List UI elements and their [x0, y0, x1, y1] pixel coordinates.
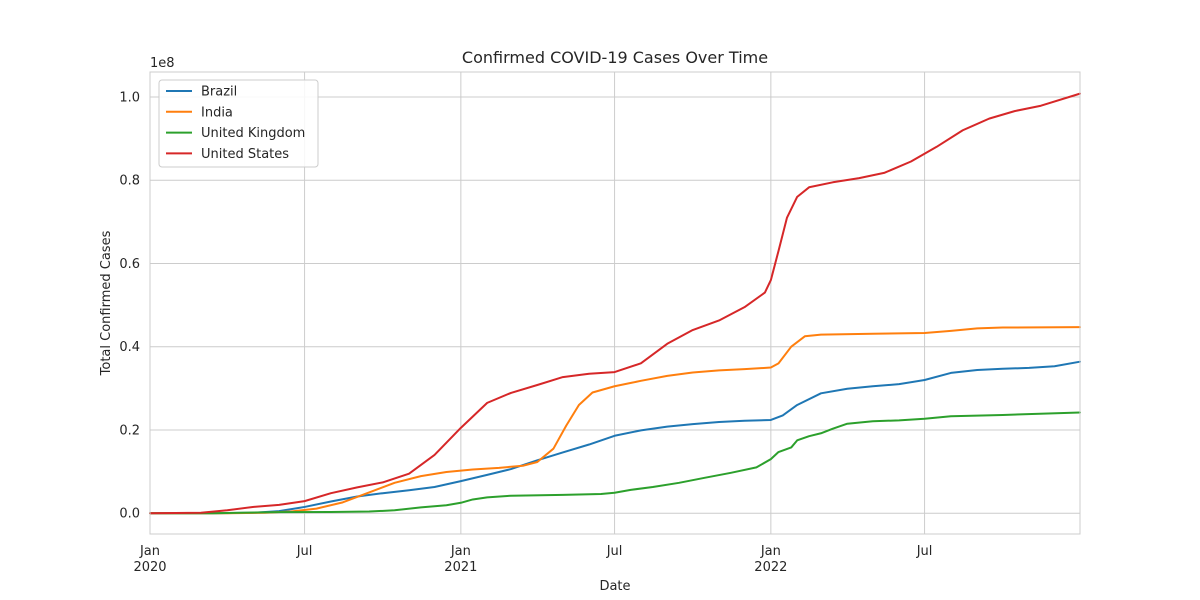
legend-box [158, 79, 319, 168]
series-line-united-kingdom [149, 411, 1081, 515]
series-layer [149, 92, 1081, 515]
x-tick-label: Jul [606, 544, 623, 559]
x-tick-year-label: 2021 [444, 560, 477, 575]
y-tick-label: 0.4 [119, 340, 140, 355]
y-tick-label: 0.6 [119, 257, 140, 272]
x-tick-label: Jul [916, 544, 933, 559]
y-tick-label: 0.8 [119, 174, 140, 189]
x-tick-label: Jan [760, 544, 781, 559]
x-axis-title: Date [599, 579, 630, 594]
x-tick-label: Jan [139, 544, 160, 559]
y-tick-label: 1.0 [119, 90, 140, 105]
series-line-india [149, 326, 1081, 515]
y-tick-label: 0.2 [119, 423, 140, 438]
chart-title: Confirmed COVID-19 Cases Over Time [462, 48, 768, 67]
legend-label: United States [201, 147, 289, 162]
series-line-united-states [149, 92, 1081, 515]
x-tick-year-label: 2020 [133, 560, 166, 575]
legend-label: United Kingdom [201, 126, 305, 141]
y-axis-title: Total Confirmed Cases [99, 230, 114, 376]
legend-label: Brazil [201, 85, 237, 100]
x-tick-label: Jul [296, 544, 313, 559]
series-line-brazil [149, 360, 1081, 515]
legend-label: India [201, 105, 233, 120]
x-tick-year-label: 2022 [754, 560, 787, 575]
y-exponent-label: 1e8 [150, 56, 175, 71]
y-tick-label: 0.0 [119, 507, 140, 522]
legend: Brazil India United Kingdom United States [158, 79, 319, 168]
x-tick-label: Jan [450, 544, 471, 559]
plot-border [149, 71, 1081, 535]
